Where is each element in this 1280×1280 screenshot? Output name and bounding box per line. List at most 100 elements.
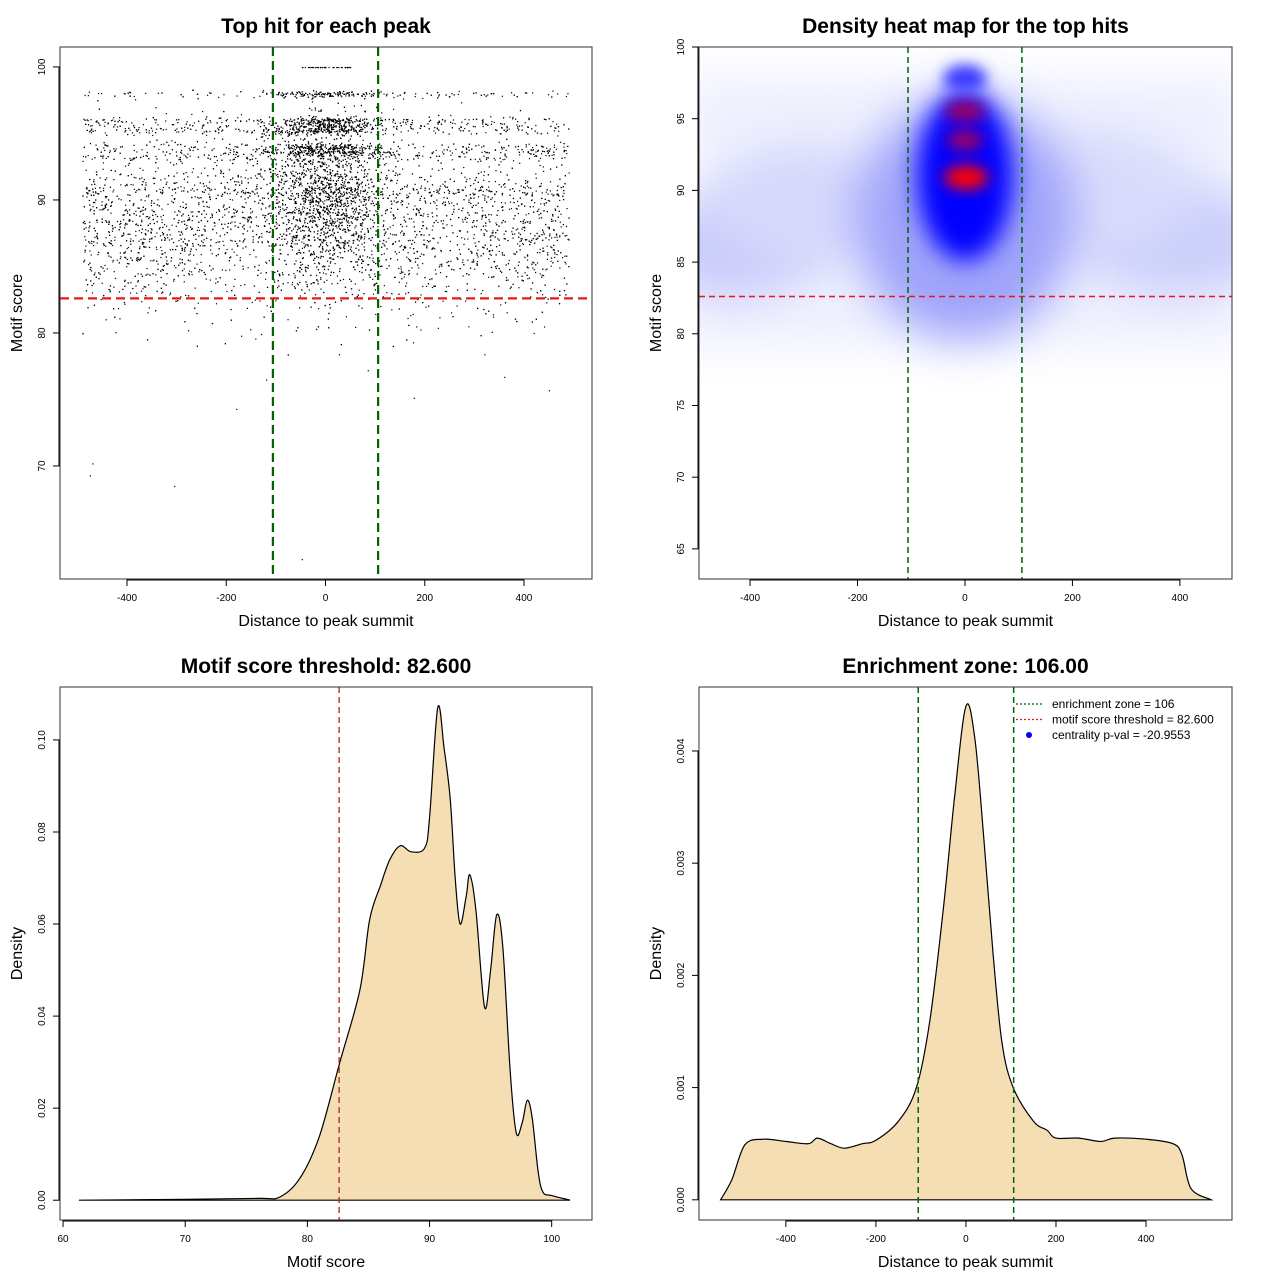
data-point bbox=[253, 285, 256, 287]
data-point bbox=[487, 124, 489, 126]
data-point bbox=[521, 148, 523, 151]
data-point bbox=[140, 224, 142, 227]
data-point bbox=[384, 212, 387, 215]
data-point bbox=[246, 162, 249, 164]
data-point bbox=[550, 257, 553, 259]
data-point bbox=[160, 179, 162, 181]
data-point bbox=[401, 200, 404, 202]
data-point bbox=[225, 126, 228, 128]
data-point bbox=[382, 133, 384, 136]
data-point bbox=[91, 242, 93, 245]
data-point bbox=[278, 91, 280, 94]
data-point bbox=[285, 123, 287, 125]
data-point bbox=[488, 166, 490, 168]
data-point bbox=[192, 245, 194, 247]
data-point bbox=[448, 202, 450, 205]
data-point bbox=[522, 192, 524, 194]
data-point bbox=[273, 153, 275, 155]
data-point bbox=[337, 134, 340, 136]
data-point bbox=[426, 92, 428, 95]
data-point bbox=[237, 174, 239, 177]
data-point bbox=[513, 94, 515, 96]
data-point bbox=[176, 245, 178, 247]
data-point bbox=[99, 124, 101, 126]
data-point bbox=[130, 238, 132, 240]
data-point bbox=[282, 187, 284, 189]
data-point bbox=[396, 125, 398, 128]
data-point bbox=[214, 188, 216, 190]
data-point bbox=[89, 225, 91, 227]
data-point bbox=[247, 219, 249, 222]
data-point bbox=[386, 267, 388, 270]
data-point bbox=[454, 123, 456, 125]
data-point bbox=[256, 192, 258, 194]
data-point bbox=[204, 146, 206, 148]
data-point bbox=[536, 291, 539, 294]
data-point bbox=[545, 154, 547, 157]
data-point bbox=[528, 277, 531, 279]
data-point bbox=[565, 150, 567, 152]
data-point bbox=[408, 203, 410, 205]
data-point bbox=[493, 93, 495, 95]
data-point bbox=[116, 220, 119, 223]
data-point bbox=[116, 129, 118, 131]
data-point bbox=[139, 258, 142, 260]
data-point bbox=[402, 98, 405, 100]
data-point bbox=[145, 131, 148, 134]
data-point bbox=[314, 190, 316, 192]
data-point bbox=[518, 287, 520, 289]
data-point bbox=[165, 284, 167, 286]
data-point bbox=[443, 201, 445, 203]
data-point bbox=[300, 138, 302, 140]
data-point bbox=[401, 188, 404, 190]
data-point bbox=[148, 240, 151, 243]
data-point bbox=[301, 257, 304, 260]
data-point bbox=[367, 191, 369, 194]
data-point bbox=[451, 127, 453, 129]
data-point bbox=[416, 273, 418, 275]
data-point bbox=[84, 251, 86, 253]
data-point bbox=[457, 189, 459, 191]
data-point bbox=[453, 143, 455, 145]
data-point bbox=[417, 192, 419, 195]
data-point bbox=[133, 95, 135, 98]
data-point bbox=[407, 252, 409, 254]
data-point bbox=[244, 217, 246, 219]
data-point bbox=[371, 153, 373, 155]
data-point bbox=[222, 206, 225, 208]
data-point bbox=[434, 255, 436, 257]
data-point bbox=[160, 256, 162, 259]
data-point bbox=[198, 197, 200, 199]
data-point bbox=[133, 126, 136, 129]
data-point bbox=[297, 152, 300, 155]
data-point bbox=[361, 225, 363, 227]
data-point bbox=[307, 239, 310, 241]
data-point bbox=[87, 120, 89, 122]
data-point bbox=[245, 191, 247, 193]
data-point bbox=[200, 240, 203, 242]
data-point bbox=[254, 299, 256, 301]
data-point bbox=[100, 298, 102, 301]
data-point bbox=[457, 93, 459, 96]
data-point bbox=[542, 274, 545, 277]
data-point bbox=[146, 267, 148, 270]
data-point bbox=[532, 149, 535, 151]
data-point bbox=[294, 277, 296, 279]
data-point bbox=[536, 262, 539, 264]
data-point bbox=[129, 91, 131, 93]
data-point bbox=[185, 171, 187, 174]
data-point bbox=[361, 258, 363, 261]
data-point bbox=[390, 211, 392, 213]
data-point bbox=[552, 90, 554, 92]
data-point bbox=[209, 119, 211, 122]
data-point bbox=[127, 212, 129, 214]
data-point bbox=[485, 123, 488, 126]
data-point bbox=[401, 204, 403, 206]
data-point bbox=[289, 177, 291, 180]
data-point bbox=[563, 146, 565, 148]
data-point bbox=[178, 240, 180, 242]
data-point bbox=[112, 244, 114, 247]
data-point bbox=[399, 246, 401, 248]
data-point bbox=[161, 239, 163, 241]
data-point bbox=[475, 245, 477, 247]
